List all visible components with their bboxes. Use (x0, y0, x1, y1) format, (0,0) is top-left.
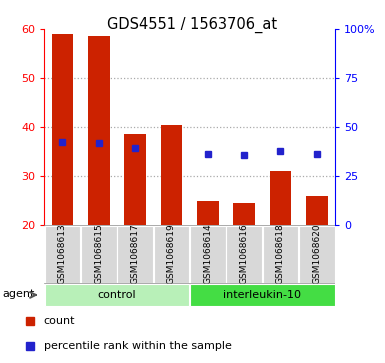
Text: percentile rank within the sample: percentile rank within the sample (44, 341, 231, 351)
Text: GDS4551 / 1563706_at: GDS4551 / 1563706_at (107, 16, 278, 33)
Text: GSM1068615: GSM1068615 (94, 224, 103, 285)
Text: GSM1068614: GSM1068614 (203, 224, 212, 285)
Text: GSM1068620: GSM1068620 (312, 224, 321, 285)
Bar (45, 284, 189, 306)
Text: control: control (98, 290, 136, 300)
Bar (161, 125, 182, 225)
Bar (226, 226, 262, 282)
Bar (45, 226, 80, 282)
Bar (197, 200, 219, 225)
Bar (88, 36, 110, 225)
Text: interleukin-10: interleukin-10 (223, 290, 301, 300)
Bar (81, 226, 117, 282)
Bar (190, 226, 226, 282)
Text: GSM1068617: GSM1068617 (131, 224, 140, 285)
Bar (233, 203, 255, 225)
Bar (263, 226, 298, 282)
Text: GSM1068613: GSM1068613 (58, 224, 67, 285)
Bar (154, 226, 189, 282)
Bar (299, 226, 335, 282)
Bar (270, 171, 291, 225)
Bar (190, 284, 335, 306)
Text: GSM1068618: GSM1068618 (276, 224, 285, 285)
Text: GSM1068619: GSM1068619 (167, 224, 176, 285)
Bar (117, 226, 153, 282)
Bar (52, 34, 73, 225)
Bar (124, 134, 146, 225)
Bar (306, 196, 328, 225)
Text: GSM1068616: GSM1068616 (239, 224, 249, 285)
Text: count: count (44, 317, 75, 326)
Text: agent: agent (2, 289, 35, 299)
